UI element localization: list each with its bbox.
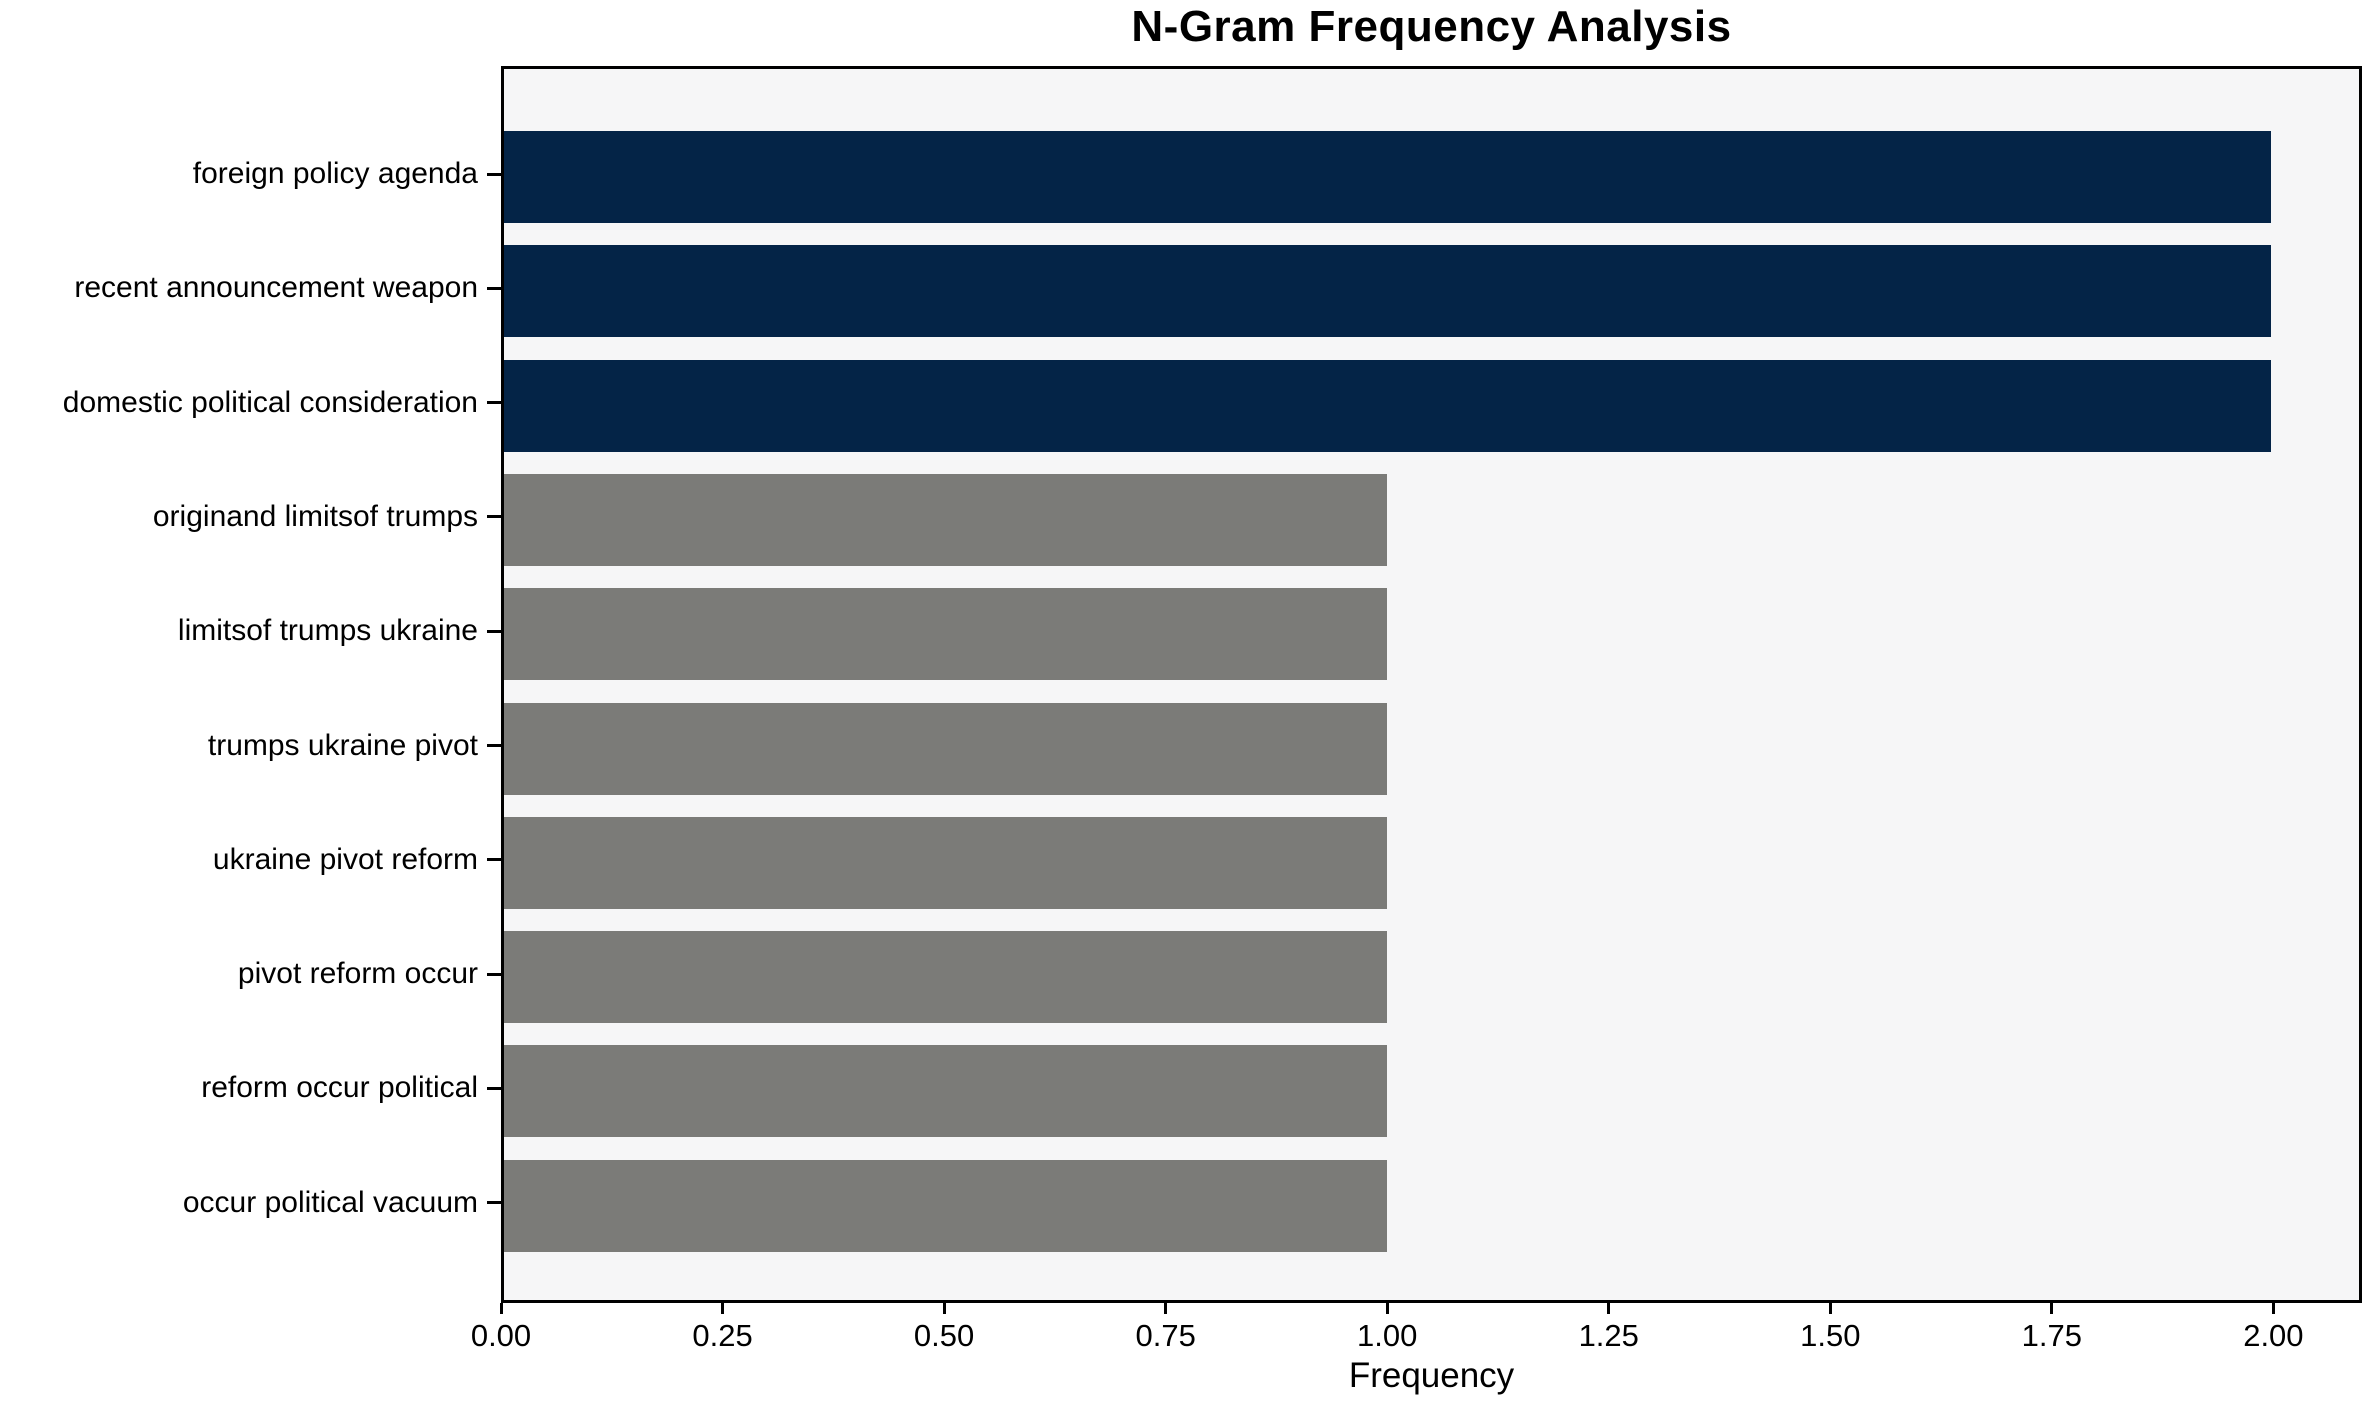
y-tick-mark (487, 1086, 501, 1090)
y-tick-label: limitsof trumps ukraine (177, 614, 478, 648)
y-tick-label: recent announcement weapon (74, 271, 478, 305)
x-tick-mark (2050, 1303, 2054, 1314)
bar (504, 702, 1388, 795)
bar (504, 359, 2271, 452)
y-tick-mark (487, 744, 501, 747)
bars-layer (504, 69, 2359, 1300)
x-tick-mark (1828, 1303, 1832, 1314)
x-tick-mark (942, 1303, 946, 1314)
bar (504, 931, 1388, 1024)
y-tick-label: pivot reform occur (237, 957, 478, 991)
y-tick-mark (487, 629, 501, 633)
bar (504, 588, 1388, 681)
x-tick-label: 1.75 (2021, 1318, 2082, 1353)
y-tick-label: originand limitsof trumps (152, 499, 478, 533)
y-tick-mark (487, 401, 501, 405)
y-tick-mark (487, 972, 501, 976)
x-tick-mark (499, 1303, 503, 1314)
chart-title: N-Gram Frequency Analysis (1131, 2, 1732, 51)
y-tick-label: trumps ukraine pivot (207, 728, 478, 762)
bar (504, 473, 1388, 566)
x-tick-label: 1.50 (1800, 1318, 1861, 1353)
y-tick-mark (487, 172, 501, 176)
plot-area (501, 66, 2362, 1303)
x-tick-label: 1.25 (1578, 1318, 1639, 1353)
y-tick-label: occur political vacuum (182, 1185, 478, 1219)
bar (504, 816, 1388, 909)
bar (504, 131, 2271, 223)
x-tick-label: 0.75 (1135, 1318, 1196, 1353)
x-tick-mark (1164, 1303, 1168, 1314)
y-tick-label: reform occur political (201, 1071, 478, 1105)
y-tick-label: foreign policy agenda (192, 157, 478, 190)
y-tick-mark (487, 858, 501, 862)
y-tick-label: ukraine pivot reform (212, 842, 478, 876)
x-tick-mark (1607, 1303, 1611, 1314)
x-axis-title: Frequency (1348, 1356, 1515, 1395)
y-tick-label: domestic political consideration (62, 385, 478, 419)
bar (504, 1159, 1388, 1252)
x-tick-label: 0.25 (692, 1318, 753, 1353)
y-tick-mark (487, 515, 501, 519)
bar (504, 245, 2271, 338)
x-tick-mark (721, 1303, 725, 1314)
x-tick-label: 1.00 (1357, 1318, 1418, 1353)
y-tick-mark (487, 286, 501, 290)
x-tick-mark (2271, 1303, 2275, 1314)
x-tick-mark (1385, 1303, 1389, 1314)
x-tick-label: 2.00 (2243, 1318, 2304, 1353)
x-tick-label: 0.50 (913, 1318, 975, 1353)
x-tick-label: 0.00 (470, 1318, 532, 1353)
y-tick-mark (487, 1201, 501, 1205)
bar (504, 1045, 1388, 1138)
